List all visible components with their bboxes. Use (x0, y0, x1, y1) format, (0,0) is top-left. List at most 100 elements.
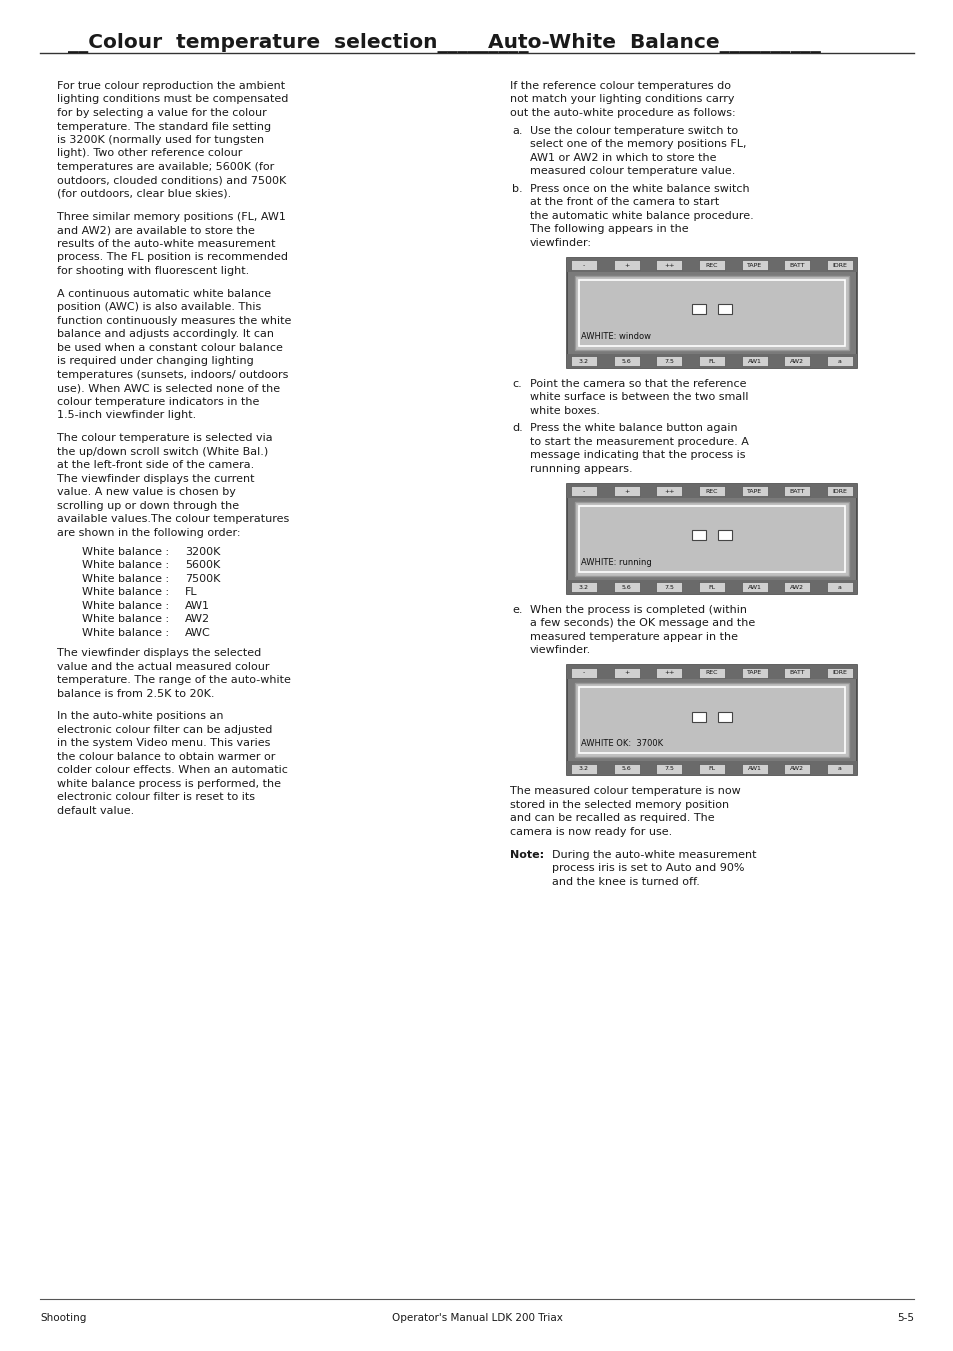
Text: FL: FL (708, 766, 715, 771)
Text: AWC: AWC (185, 628, 211, 638)
Text: BATT: BATT (789, 489, 804, 494)
Text: electronic colour filter can be adjusted: electronic colour filter can be adjusted (57, 725, 273, 735)
Text: outdoors, clouded conditions) and 7500K: outdoors, clouded conditions) and 7500K (57, 176, 286, 185)
Bar (571, 582, 597, 593)
Bar (613, 357, 639, 366)
Text: electronic colour filter is reset to its: electronic colour filter is reset to its (57, 793, 254, 802)
Text: and can be recalled as required. The: and can be recalled as required. The (510, 813, 714, 823)
Bar (566, 258, 856, 272)
Bar (656, 765, 681, 774)
Text: function continuously measures the white: function continuously measures the white (57, 316, 291, 326)
Text: process iris is set to Auto and 90%: process iris is set to Auto and 90% (552, 863, 743, 873)
Text: BATT: BATT (789, 670, 804, 676)
Bar (740, 667, 767, 678)
Bar (826, 582, 852, 593)
Bar (566, 484, 856, 499)
Bar (578, 507, 844, 571)
Text: White balance :: White balance : (82, 588, 176, 597)
Text: The following appears in the: The following appears in the (530, 224, 688, 234)
Text: AW1: AW1 (747, 766, 760, 771)
Text: TAPE: TAPE (746, 670, 761, 676)
Text: camera is now ready for use.: camera is now ready for use. (510, 827, 672, 836)
Bar (740, 486, 767, 496)
Text: results of the auto-white measurement: results of the auto-white measurement (57, 239, 275, 249)
Text: TAPE: TAPE (746, 263, 761, 267)
Text: the up/down scroll switch (White Bal.): the up/down scroll switch (White Bal.) (57, 447, 268, 457)
Text: Auto-White  Balance__________: Auto-White Balance__________ (488, 32, 820, 53)
Text: the colour balance to obtain warmer or: the colour balance to obtain warmer or (57, 753, 275, 762)
Text: 5600K: 5600K (185, 561, 220, 570)
Text: use). When AWC is selected none of the: use). When AWC is selected none of the (57, 384, 280, 393)
Text: is 3200K (normally used for tungsten: is 3200K (normally used for tungsten (57, 135, 264, 145)
Text: is required under changing lighting: is required under changing lighting (57, 357, 253, 366)
Bar (691, 530, 705, 540)
Text: measured colour temperature value.: measured colour temperature value. (530, 166, 735, 176)
Bar (826, 667, 852, 678)
Text: white boxes.: white boxes. (530, 405, 599, 416)
Text: are shown in the following order:: are shown in the following order: (57, 528, 240, 538)
Text: a: a (837, 585, 841, 590)
Text: balance and adjusts accordingly. It can: balance and adjusts accordingly. It can (57, 330, 274, 339)
Bar (566, 580, 856, 594)
Text: White balance :: White balance : (82, 574, 176, 584)
Text: FL: FL (708, 359, 715, 363)
Bar (691, 712, 705, 721)
Text: White balance :: White balance : (82, 601, 176, 611)
Bar (699, 261, 724, 270)
Text: temperature. The range of the auto-white: temperature. The range of the auto-white (57, 676, 291, 685)
Text: FL: FL (708, 585, 715, 590)
Text: AW2: AW2 (789, 585, 803, 590)
Text: The viewfinder displays the current: The viewfinder displays the current (57, 474, 254, 484)
Text: Note:: Note: (510, 850, 543, 859)
Text: BATT: BATT (789, 263, 804, 267)
Text: at the left-front side of the camera.: at the left-front side of the camera. (57, 461, 254, 470)
Text: default value.: default value. (57, 807, 134, 816)
Bar (613, 765, 639, 774)
Text: for by selecting a value for the colour: for by selecting a value for the colour (57, 108, 267, 118)
Text: AWHITE: window: AWHITE: window (580, 332, 650, 340)
Text: FL: FL (185, 588, 197, 597)
Text: runnning appears.: runnning appears. (530, 463, 632, 474)
Bar (699, 486, 724, 496)
Bar (571, 667, 597, 678)
Text: The colour temperature is selected via: The colour temperature is selected via (57, 434, 273, 443)
Text: White balance :: White balance : (82, 615, 176, 624)
Bar (656, 667, 681, 678)
Bar (571, 261, 597, 270)
Bar (699, 765, 724, 774)
Bar (566, 666, 856, 680)
Text: and AW2) are available to store the: and AW2) are available to store the (57, 226, 254, 235)
Text: for shooting with fluorescent light.: for shooting with fluorescent light. (57, 266, 249, 276)
Text: White balance :: White balance : (82, 547, 176, 557)
Text: light). Two other reference colour: light). Two other reference colour (57, 149, 242, 158)
Text: temperatures are available; 5600K (for: temperatures are available; 5600K (for (57, 162, 274, 172)
Text: AW1: AW1 (747, 359, 760, 363)
Bar (575, 276, 848, 350)
Text: 1.5-inch viewfinder light.: 1.5-inch viewfinder light. (57, 411, 196, 420)
Text: at the front of the camera to start: at the front of the camera to start (530, 197, 719, 207)
Bar (691, 304, 705, 315)
Text: A continuous automatic white balance: A continuous automatic white balance (57, 289, 271, 299)
Text: a.: a. (512, 126, 522, 135)
Text: and the knee is turned off.: and the knee is turned off. (552, 877, 700, 886)
Text: available values.The colour temperatures: available values.The colour temperatures (57, 515, 289, 524)
Text: REC: REC (705, 670, 718, 676)
Text: a: a (837, 766, 841, 771)
Text: Shooting: Shooting (40, 1313, 87, 1323)
Text: message indicating that the process is: message indicating that the process is (530, 450, 744, 461)
Bar (575, 503, 848, 576)
Text: 3.2: 3.2 (578, 359, 588, 363)
Text: process. The FL position is recommended: process. The FL position is recommended (57, 253, 288, 262)
Text: The measured colour temperature is now: The measured colour temperature is now (510, 786, 740, 796)
Bar (718, 530, 731, 540)
Text: in the system Video menu. This varies: in the system Video menu. This varies (57, 739, 270, 748)
Bar (783, 357, 809, 366)
Bar (783, 261, 809, 270)
Text: IDRE: IDRE (832, 489, 846, 494)
Text: viewfinder:: viewfinder: (530, 238, 592, 247)
Bar (566, 354, 856, 367)
Text: AW1: AW1 (185, 601, 210, 611)
Bar (578, 688, 844, 754)
Text: 7.5: 7.5 (663, 766, 674, 771)
Bar (783, 765, 809, 774)
